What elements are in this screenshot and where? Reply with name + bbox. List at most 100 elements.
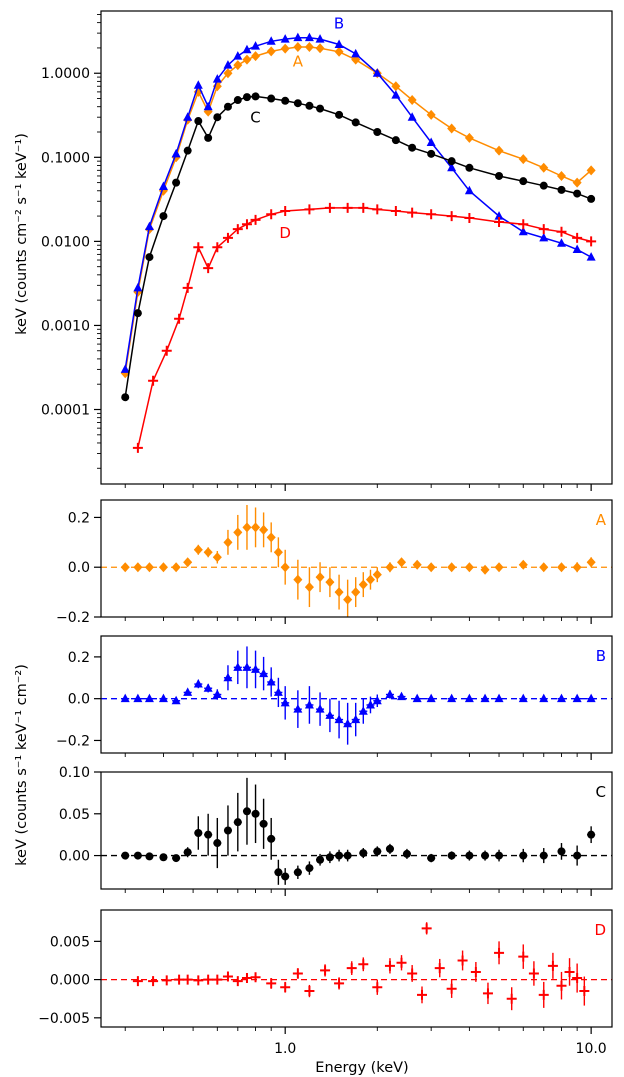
series-D-point bbox=[132, 442, 143, 453]
residuals-C-point bbox=[325, 853, 334, 862]
series-D-point bbox=[464, 212, 475, 223]
residuals-A-point bbox=[171, 562, 181, 573]
residuals-A-point bbox=[480, 564, 490, 575]
series-A-point bbox=[304, 42, 314, 53]
series-B-point bbox=[212, 74, 222, 83]
series-C-point bbox=[183, 146, 192, 155]
residuals-B-point bbox=[447, 693, 457, 703]
series-D-point bbox=[212, 242, 223, 253]
series-C-point bbox=[573, 189, 582, 198]
residuals-C-point bbox=[573, 851, 582, 860]
residuals-C-point bbox=[447, 851, 456, 860]
residual-panel-C-data bbox=[121, 777, 596, 885]
residuals-D-point bbox=[320, 965, 331, 976]
residuals-D-point bbox=[212, 974, 223, 985]
series-C-point bbox=[121, 393, 130, 402]
residuals-A-point bbox=[325, 577, 335, 588]
residuals-C-point bbox=[121, 851, 130, 860]
series-B-point bbox=[586, 252, 596, 261]
residuals-A-point bbox=[233, 527, 243, 538]
series-D-point bbox=[304, 204, 315, 215]
residuals-D-point bbox=[182, 974, 193, 985]
residual-panel-B-data bbox=[120, 646, 596, 745]
residuals-A-point bbox=[385, 562, 395, 573]
residuals-B-point bbox=[365, 699, 375, 709]
series-B-point bbox=[426, 137, 436, 147]
y-tick-label-4: −0.005 bbox=[38, 1011, 90, 1027]
residuals-A-point bbox=[120, 562, 130, 573]
series-B-point bbox=[266, 36, 276, 45]
residuals-B-point bbox=[325, 710, 335, 719]
residuals-D-point bbox=[161, 975, 172, 986]
series-D-point bbox=[446, 211, 457, 222]
x-axis-label: Energy (keV) bbox=[315, 1060, 408, 1076]
residuals-A-point bbox=[223, 537, 233, 548]
residuals-D-point bbox=[203, 974, 214, 985]
y-tick-label-0: 0.0100 bbox=[41, 234, 90, 250]
residuals-D-point bbox=[579, 986, 590, 997]
series-C-point bbox=[391, 136, 400, 145]
residuals-D-point bbox=[292, 968, 303, 979]
residuals-A-point bbox=[365, 574, 375, 585]
series-D-point bbox=[241, 219, 252, 230]
residuals-B-point bbox=[266, 676, 276, 686]
series-D-point bbox=[518, 219, 529, 230]
series-D-point bbox=[372, 204, 383, 215]
residuals-B-point bbox=[203, 683, 213, 692]
series-C-point bbox=[242, 93, 251, 102]
series-C-line bbox=[124, 95, 592, 398]
residuals-B-point bbox=[259, 668, 269, 678]
x-tick-label: 10.0 bbox=[576, 1041, 607, 1057]
residuals-B-point bbox=[556, 693, 566, 703]
residuals-D-point bbox=[372, 982, 383, 993]
series-B-point bbox=[351, 48, 361, 58]
residuals-D-point bbox=[538, 989, 549, 1000]
residuals-B-point bbox=[426, 693, 436, 703]
series-A-point bbox=[251, 51, 261, 62]
residuals-B-point bbox=[385, 689, 395, 698]
series-A-point bbox=[447, 123, 457, 134]
residuals-C-point bbox=[495, 851, 504, 860]
series-A-point bbox=[518, 154, 528, 165]
series-C-point bbox=[351, 118, 360, 127]
residuals-D-point bbox=[358, 959, 369, 970]
series-C-point bbox=[587, 194, 596, 203]
residuals-A-point bbox=[494, 562, 504, 573]
residuals-D-point bbox=[506, 993, 517, 1004]
residuals-A-point bbox=[203, 547, 213, 558]
residuals-B-point bbox=[351, 714, 361, 724]
series-D-point bbox=[266, 209, 277, 220]
series-label-B: B bbox=[334, 15, 344, 33]
series-A-point bbox=[464, 132, 474, 143]
residuals-C-point bbox=[343, 851, 352, 860]
series-B-point bbox=[280, 34, 290, 43]
residuals-D-point bbox=[457, 955, 468, 966]
residuals-D-point bbox=[304, 986, 315, 997]
residuals-D-point bbox=[384, 960, 395, 971]
y-tick-label-0: 0.1000 bbox=[41, 150, 90, 166]
residuals-B-point bbox=[494, 693, 504, 703]
y-tick-label-3: 0.00 bbox=[59, 849, 90, 865]
y-tick-label-1: −0.2 bbox=[56, 610, 90, 626]
residuals-D-point bbox=[564, 966, 575, 977]
residuals-D-point bbox=[417, 989, 428, 1000]
series-D-point bbox=[193, 242, 204, 253]
series-B-point bbox=[391, 90, 401, 99]
series-A-point bbox=[334, 46, 344, 57]
series-B-point bbox=[242, 44, 252, 54]
series-C-point bbox=[159, 212, 168, 221]
panel-label-A: A bbox=[596, 511, 607, 529]
series-C-point bbox=[172, 178, 181, 187]
y-tick-label-4: 0.005 bbox=[50, 934, 90, 950]
series-B-point bbox=[372, 68, 382, 77]
residuals-B-point bbox=[273, 687, 283, 696]
residuals-D-point bbox=[346, 963, 357, 974]
series-D-point bbox=[494, 217, 505, 228]
series-D-point bbox=[556, 226, 567, 237]
residual-panel-B-frame bbox=[100, 635, 613, 754]
residuals-D-point bbox=[407, 968, 418, 979]
x-tick-label: 1.0 bbox=[274, 1041, 296, 1057]
residuals-B-point bbox=[280, 697, 290, 707]
series-A-point bbox=[586, 165, 596, 176]
residuals-C-point bbox=[204, 830, 213, 839]
